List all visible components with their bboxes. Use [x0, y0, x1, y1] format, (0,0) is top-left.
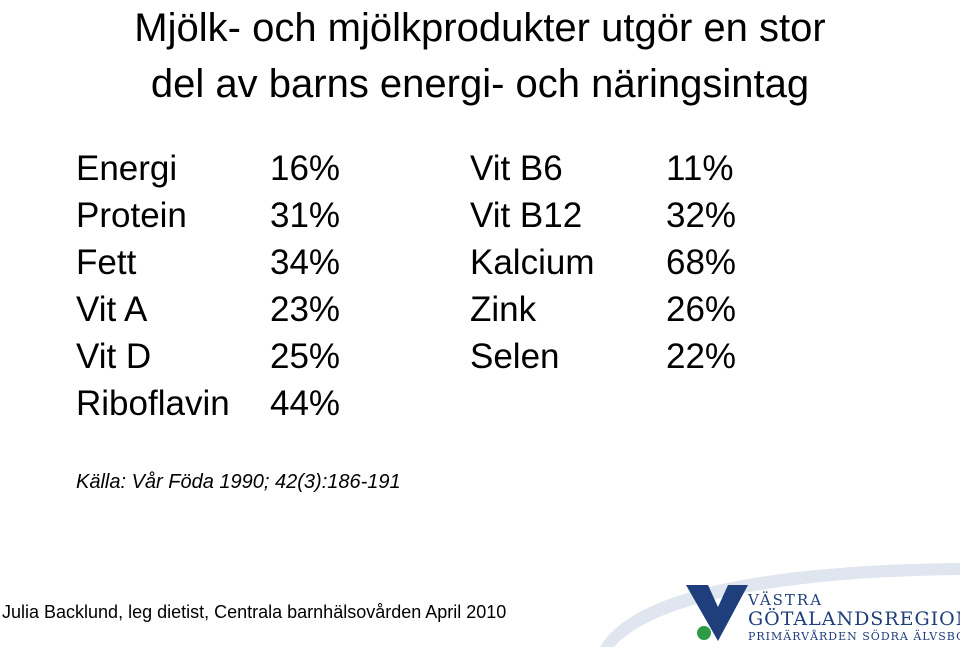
- nutrient-value: 16%: [270, 149, 341, 188]
- nutrient-value: 34%: [270, 243, 341, 282]
- nutrient-list-left: Energi 16% Protein 31% Fett 34% Vit A 23% Vi…: [76, 145, 340, 427]
- nutrient-value: 68%: [666, 243, 737, 282]
- nutrient-row: Vit D 25%: [76, 333, 340, 380]
- nutrient-value: 31%: [270, 196, 341, 235]
- nutrient-label: Zink: [470, 290, 537, 329]
- nutrient-label: Protein: [76, 196, 187, 235]
- title-line-2: del av barns energi- och näringsintag: [150, 62, 810, 106]
- nutrient-value: 32%: [666, 196, 737, 235]
- footer-credit: Julia Backlund, leg dietist, Centrala ba…: [2, 602, 507, 622]
- nutrient-label: Riboflavin: [76, 384, 230, 423]
- title-line-1: Mjölk- och mjölkprodukter utgör en stor: [134, 6, 826, 50]
- nutrient-row: Riboflavin 44%: [76, 380, 340, 427]
- nutrient-value: 26%: [666, 290, 737, 329]
- logo-line-1: VÄSTRA: [748, 591, 824, 609]
- logo-swoosh-icon: [600, 563, 960, 647]
- nutrient-label: Vit B6: [470, 149, 563, 188]
- nutrient-value: 23%: [270, 290, 341, 329]
- nutrient-row: Vit B12 32%: [470, 192, 736, 239]
- nutrient-label: Vit B12: [470, 196, 583, 235]
- nutrient-row: Protein 31%: [76, 192, 340, 239]
- region-logo: VÄSTRA GÖTALANDSREGIONEN PRIMÄRVÅRDEN SÖ…: [600, 555, 960, 650]
- logo-line-2: GÖTALANDSREGIONEN: [748, 608, 960, 630]
- slide-title: Mjölk- och mjölkprodukter utgör en stor …: [0, 0, 960, 112]
- nutrient-value: 11%: [666, 149, 734, 188]
- source-citation: Källa: Vår Föda 1990; 42(3):186-191: [76, 471, 401, 493]
- nutrient-row: Vit A 23%: [76, 286, 340, 333]
- nutrient-label: Vit A: [76, 290, 148, 329]
- nutrient-label: Vit D: [76, 337, 152, 376]
- nutrient-label: Selen: [470, 337, 560, 376]
- nutrient-row: Selen 22%: [470, 333, 736, 380]
- nutrient-label: Kalcium: [470, 243, 595, 282]
- nutrient-label: Fett: [76, 243, 137, 282]
- nutrient-row: Energi 16%: [76, 145, 340, 192]
- nutrient-row: Zink 26%: [470, 286, 736, 333]
- nutrient-row: Kalcium 68%: [470, 239, 736, 286]
- nutrient-value: 22%: [666, 337, 737, 376]
- nutrient-value: 25%: [270, 337, 341, 376]
- nutrient-row: Vit B6 11%: [470, 145, 733, 192]
- logo-line-3: PRIMÄRVÅRDEN SÖDRA ÄLVSBORG: [748, 630, 960, 643]
- nutrient-row: Fett 34%: [76, 239, 340, 286]
- nutrient-value: 44%: [270, 384, 341, 423]
- nutrient-label: Energi: [76, 149, 178, 188]
- nutrient-list-right: Vit B6 11% Vit B12 32% Kalcium 68% Zink 26% …: [470, 145, 736, 380]
- logo-text: VÄSTRA GÖTALANDSREGIONEN PRIMÄRVÅRDEN SÖ…: [748, 591, 960, 645]
